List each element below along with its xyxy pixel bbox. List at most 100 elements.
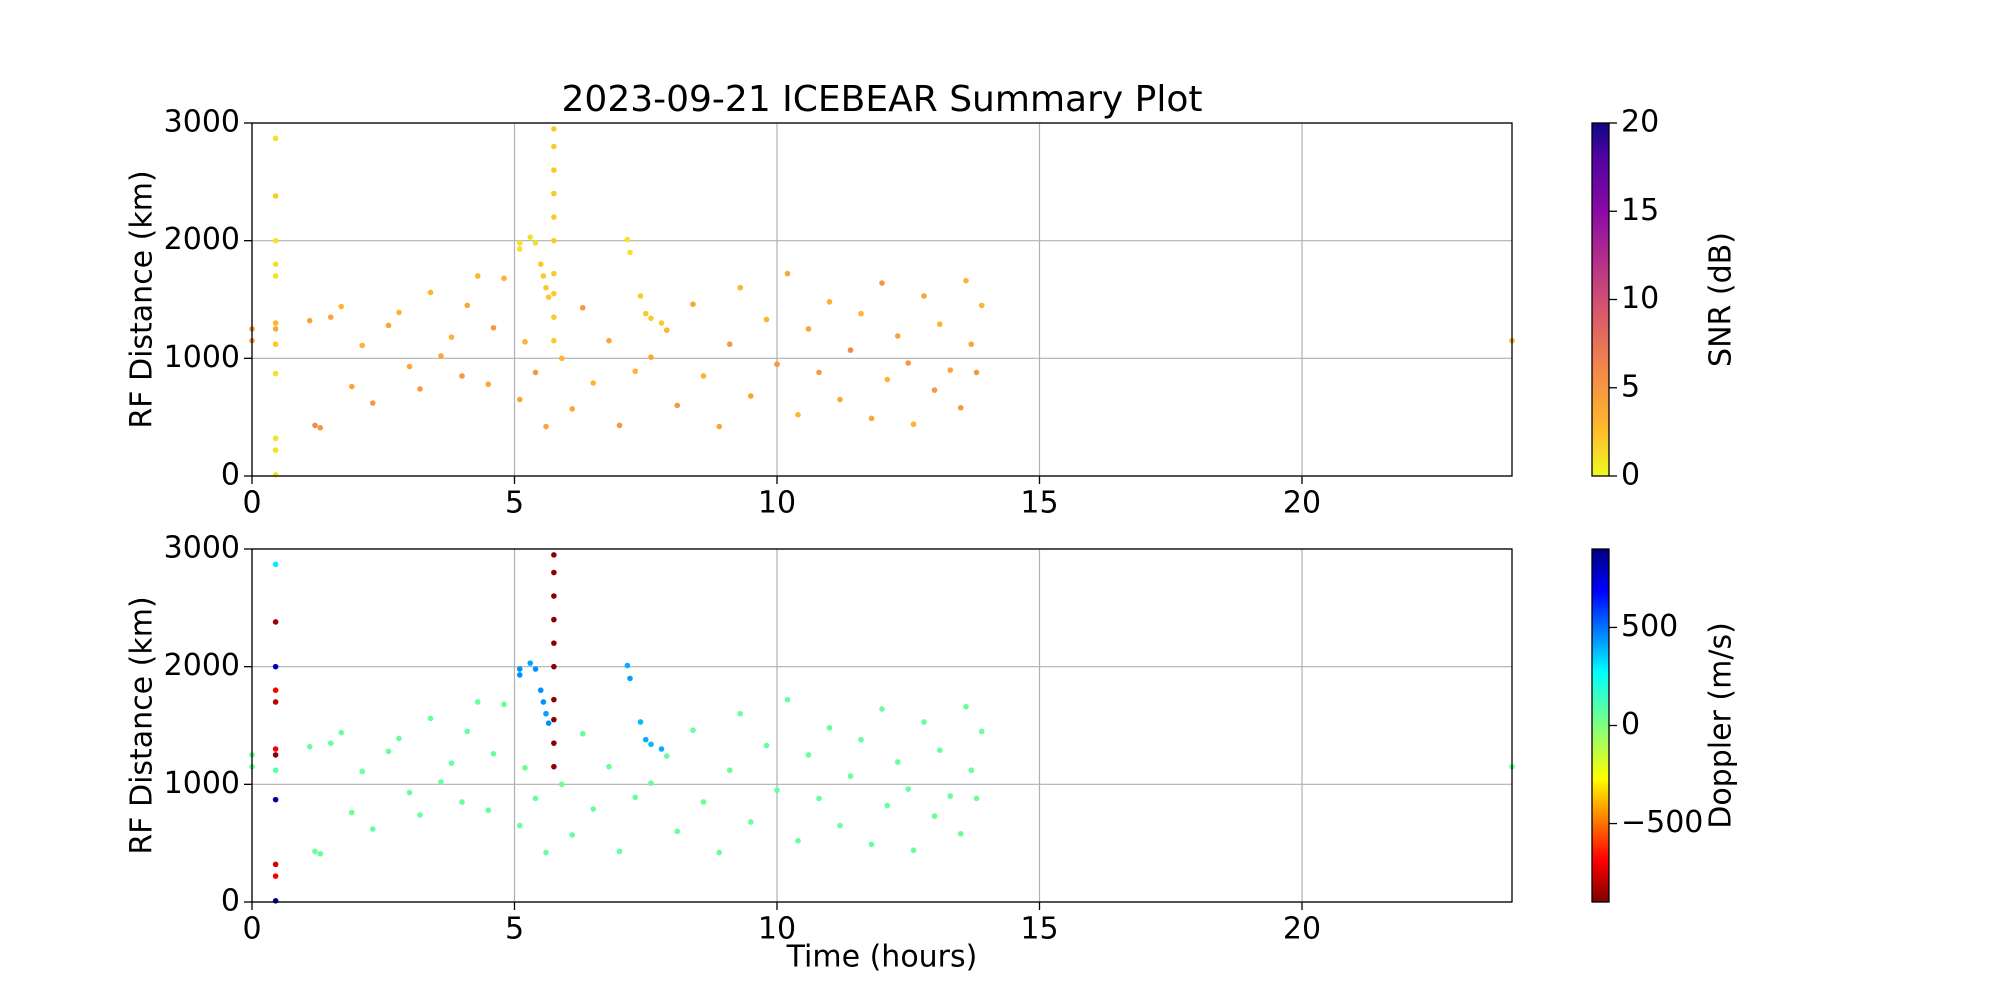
data-point: [338, 303, 345, 310]
data-point: [527, 660, 534, 666]
data-point: [272, 320, 279, 326]
x-tick-label: 0: [242, 912, 261, 947]
data-point: [272, 687, 279, 693]
data-point: [406, 789, 413, 796]
data-point: [272, 873, 279, 879]
data-point: [551, 696, 557, 703]
x-tick-label: 5: [505, 912, 524, 947]
data-point: [551, 740, 557, 746]
data-point: [957, 830, 964, 837]
data-point: [427, 289, 434, 296]
data-point: [272, 472, 279, 478]
data-point: [543, 284, 549, 291]
data-point: [847, 347, 854, 353]
data-point: [558, 355, 565, 362]
data-point: [837, 396, 843, 403]
data-point: [663, 753, 670, 759]
colorbar-label: SNR (dB): [1704, 232, 1739, 367]
data-point: [272, 435, 279, 442]
data-point: [968, 341, 975, 348]
data-point: [272, 273, 279, 279]
data-point: [648, 780, 654, 786]
data-point: [516, 246, 523, 252]
data-point: [485, 381, 492, 388]
y-tick-label: 3000: [164, 531, 240, 566]
data-point: [569, 406, 576, 412]
data-point: [385, 748, 392, 755]
data-point: [348, 383, 355, 390]
data-point: [905, 360, 912, 366]
data-point: [632, 368, 639, 375]
data-point: [805, 326, 812, 332]
data-point: [700, 373, 707, 379]
data-point: [551, 337, 557, 344]
data-point: [272, 447, 279, 453]
data-point: [545, 720, 552, 726]
data-point: [931, 813, 938, 819]
data-point: [417, 812, 423, 818]
data-point: [312, 422, 318, 429]
data-point: [306, 317, 313, 324]
y-tick-label: 2000: [164, 648, 240, 683]
data-point: [658, 320, 665, 326]
data-point: [485, 807, 492, 814]
data-point: [272, 619, 279, 625]
data-point: [551, 552, 557, 558]
data-point: [348, 809, 355, 816]
data-point: [459, 373, 465, 379]
y-tick-label: 1000: [164, 340, 240, 375]
data-point: [816, 369, 822, 376]
x-tick-label: 5: [505, 486, 524, 521]
data-point: [847, 773, 854, 779]
data-point: [551, 716, 557, 723]
data-point: [648, 315, 654, 322]
data-point: [637, 719, 644, 725]
data-point: [763, 742, 770, 749]
data-point: [551, 569, 557, 576]
data-point: [663, 327, 670, 333]
data-point: [359, 768, 366, 775]
data-point: [579, 730, 586, 737]
data-point: [879, 706, 885, 712]
x-tick-label: 15: [1020, 486, 1058, 521]
data-point: [501, 701, 507, 708]
data-point: [551, 640, 557, 646]
data-point: [369, 400, 376, 406]
data-point: [317, 850, 324, 857]
data-point: [540, 273, 547, 279]
data-point: [690, 727, 696, 734]
data-point: [805, 752, 812, 758]
data-point: [312, 848, 318, 855]
data-point: [551, 214, 557, 220]
data-point: [774, 361, 780, 368]
data-point: [747, 393, 754, 399]
data-point: [537, 261, 544, 268]
data-point: [674, 828, 681, 835]
data-point: [516, 672, 523, 678]
data-point: [543, 423, 549, 430]
data-point: [317, 424, 324, 431]
data-point: [272, 746, 279, 752]
y-tick-label: 0: [221, 884, 240, 919]
data-point: [532, 795, 539, 802]
data-point: [627, 249, 633, 256]
data-point: [795, 838, 801, 844]
data-point: [272, 341, 279, 348]
data-point: [527, 234, 534, 240]
data-point: [973, 795, 980, 802]
data-point: [905, 786, 912, 792]
data-point: [464, 728, 471, 735]
colorbar: [1591, 122, 1610, 477]
y-axis-label: RF Distance (km): [125, 596, 160, 854]
data-point: [569, 832, 576, 838]
data-point: [558, 781, 565, 788]
data-point: [763, 316, 770, 323]
data-point: [551, 270, 557, 277]
data-point: [642, 736, 649, 743]
data-point: [338, 729, 345, 736]
data-point: [272, 261, 279, 268]
data-point: [327, 740, 334, 746]
data-point: [272, 767, 279, 774]
data-point: [737, 710, 744, 717]
data-point: [551, 190, 557, 197]
